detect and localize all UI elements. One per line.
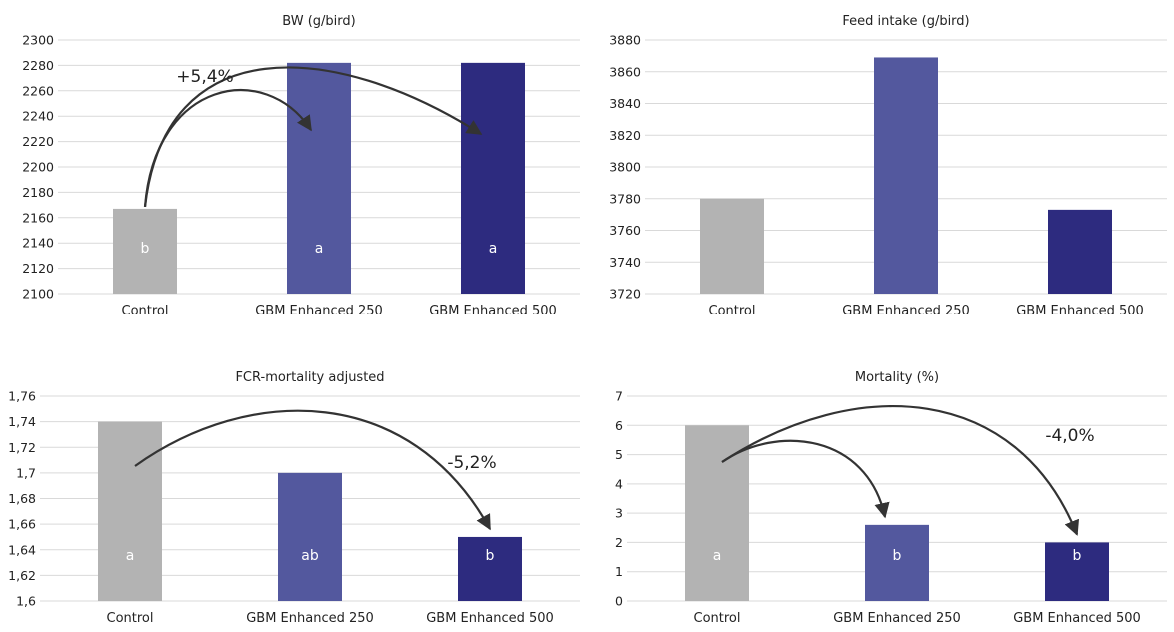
x-tick-label: GBM Enhanced 250 <box>842 304 970 314</box>
chart-bw: BW (g/bird) 2100 2120 2140 2160 2180 2200 2220 2… <box>0 0 587 319</box>
x-tick-label: GBM Enhanced 500 <box>426 611 554 626</box>
y-tick-label: 2220 <box>22 134 54 149</box>
y-tick-label: 2260 <box>22 83 54 98</box>
bar-gbm-enhanced-250 <box>865 524 929 601</box>
y-tick-label: 7 <box>615 389 623 404</box>
y-tick-label: 1 <box>615 564 623 579</box>
bar-control <box>98 421 162 601</box>
y-tick-label: 2100 <box>22 287 54 302</box>
x-tick-label: Control <box>694 611 741 626</box>
arrow <box>721 405 1080 536</box>
change-annotation: -5,2% <box>447 453 496 473</box>
y-tick-label: 2 <box>615 535 623 550</box>
significance-letter: b <box>893 548 902 564</box>
y-tick-label: 1,64 <box>8 542 36 557</box>
y-tick-label: 3800 <box>609 160 641 175</box>
arrow <box>134 409 491 531</box>
x-tick-label: GBM Enhanced 500 <box>429 304 557 314</box>
bar-gbm-enhanced-250 <box>287 62 351 294</box>
arrow <box>143 66 483 208</box>
y-tick-label: 2180 <box>22 185 54 200</box>
chart-title: Feed intake (g/bird) <box>842 14 969 29</box>
chart-feed-intake-svg: Feed intake (g/bird) 3720 3740 3760 3780 3800… <box>609 14 1167 319</box>
change-annotation: +5,4% <box>176 67 233 87</box>
chart-mortality: Mortality (%) 0 1 2 3 4 5 6 7 Control a GBM Enhance… <box>587 314 1174 628</box>
y-tick-label: 2280 <box>22 58 54 73</box>
significance-letter: ab <box>301 548 319 564</box>
y-tick-label: 2120 <box>22 261 54 276</box>
chart-title: BW (g/bird) <box>282 14 355 29</box>
y-tick-label: 2300 <box>22 33 54 48</box>
y-tick-label: 1,7 <box>16 465 36 480</box>
y-tick-label: 2140 <box>22 236 54 251</box>
y-tick-label: 3840 <box>609 96 641 111</box>
y-tick-label: 1,72 <box>8 440 36 455</box>
y-tick-label: 3 <box>615 506 623 521</box>
x-tick-label: GBM Enhanced 250 <box>833 611 961 626</box>
bar-control <box>685 425 749 601</box>
chart-fcr: FCR-mortality adjusted 1,6 1,62 1,64 1,66 1,6… <box>0 314 587 628</box>
bar-gbm-enhanced-250 <box>278 472 342 601</box>
chart-feed-intake: Feed intake (g/bird) 3720 3740 3760 3780 3800… <box>587 0 1174 319</box>
y-tick-label: 1,74 <box>8 414 36 429</box>
significance-letter: b <box>1073 548 1082 564</box>
chart-fcr-svg: FCR-mortality adjusted 1,6 1,62 1,64 1,66 1,6… <box>8 370 580 626</box>
bar-gbm-enhanced-500 <box>1045 542 1109 601</box>
y-tick-label: 4 <box>615 476 623 491</box>
x-tick-label: GBM Enhanced 500 <box>1016 304 1144 314</box>
y-tick-label: 1,68 <box>8 491 36 506</box>
x-tick-label: GBM Enhanced 250 <box>246 611 374 626</box>
bar-gbm-enhanced-500 <box>461 62 525 294</box>
y-tick-label: 3740 <box>609 255 641 270</box>
y-tick-label: 3880 <box>609 33 641 48</box>
significance-letter: b <box>141 241 150 257</box>
bar-control <box>700 198 764 294</box>
y-tick-label: 3720 <box>609 287 641 302</box>
bar-gbm-enhanced-500 <box>1048 209 1112 294</box>
x-tick-label: GBM Enhanced 250 <box>255 304 383 314</box>
y-tick-label: 1,62 <box>8 568 36 583</box>
significance-letter: a <box>713 548 722 564</box>
y-tick-label: 1,6 <box>16 594 36 609</box>
chart-title: Mortality (%) <box>855 370 939 385</box>
y-tick-label: 2240 <box>22 109 54 124</box>
significance-letter: a <box>126 548 135 564</box>
significance-letter: a <box>315 241 324 257</box>
y-tick-label: 2200 <box>22 160 54 175</box>
y-tick-label: 0 <box>615 594 623 609</box>
bar-control <box>113 208 177 294</box>
bar-gbm-enhanced-250 <box>874 57 938 295</box>
chart-title: FCR-mortality adjusted <box>235 370 384 385</box>
chart-mortality-svg: Mortality (%) 0 1 2 3 4 5 6 7 Control a GBM Enhance… <box>615 370 1167 626</box>
y-tick-label: 3760 <box>609 223 641 238</box>
y-tick-label: 3780 <box>609 191 641 206</box>
y-tick-label: 2160 <box>22 210 54 225</box>
change-annotation: -4,0% <box>1045 426 1094 446</box>
bar-gbm-enhanced-500 <box>458 536 522 601</box>
significance-letter: b <box>486 548 495 564</box>
chart-bw-svg: BW (g/bird) 2100 2120 2140 2160 2180 2200 2220 2… <box>22 14 580 319</box>
y-tick-label: 1,66 <box>8 517 36 532</box>
y-tick-label: 1,76 <box>8 389 36 404</box>
y-tick-label: 5 <box>615 447 623 462</box>
x-tick-label: GBM Enhanced 500 <box>1013 611 1141 626</box>
arrow <box>721 439 890 519</box>
x-tick-label: Control <box>107 611 154 626</box>
arrow <box>143 89 312 207</box>
significance-letter: a <box>489 241 498 257</box>
y-tick-label: 3860 <box>609 64 641 79</box>
x-tick-label: Control <box>122 304 169 314</box>
y-tick-label: 6 <box>615 418 623 433</box>
x-tick-label: Control <box>709 304 756 314</box>
y-tick-label: 3820 <box>609 128 641 143</box>
